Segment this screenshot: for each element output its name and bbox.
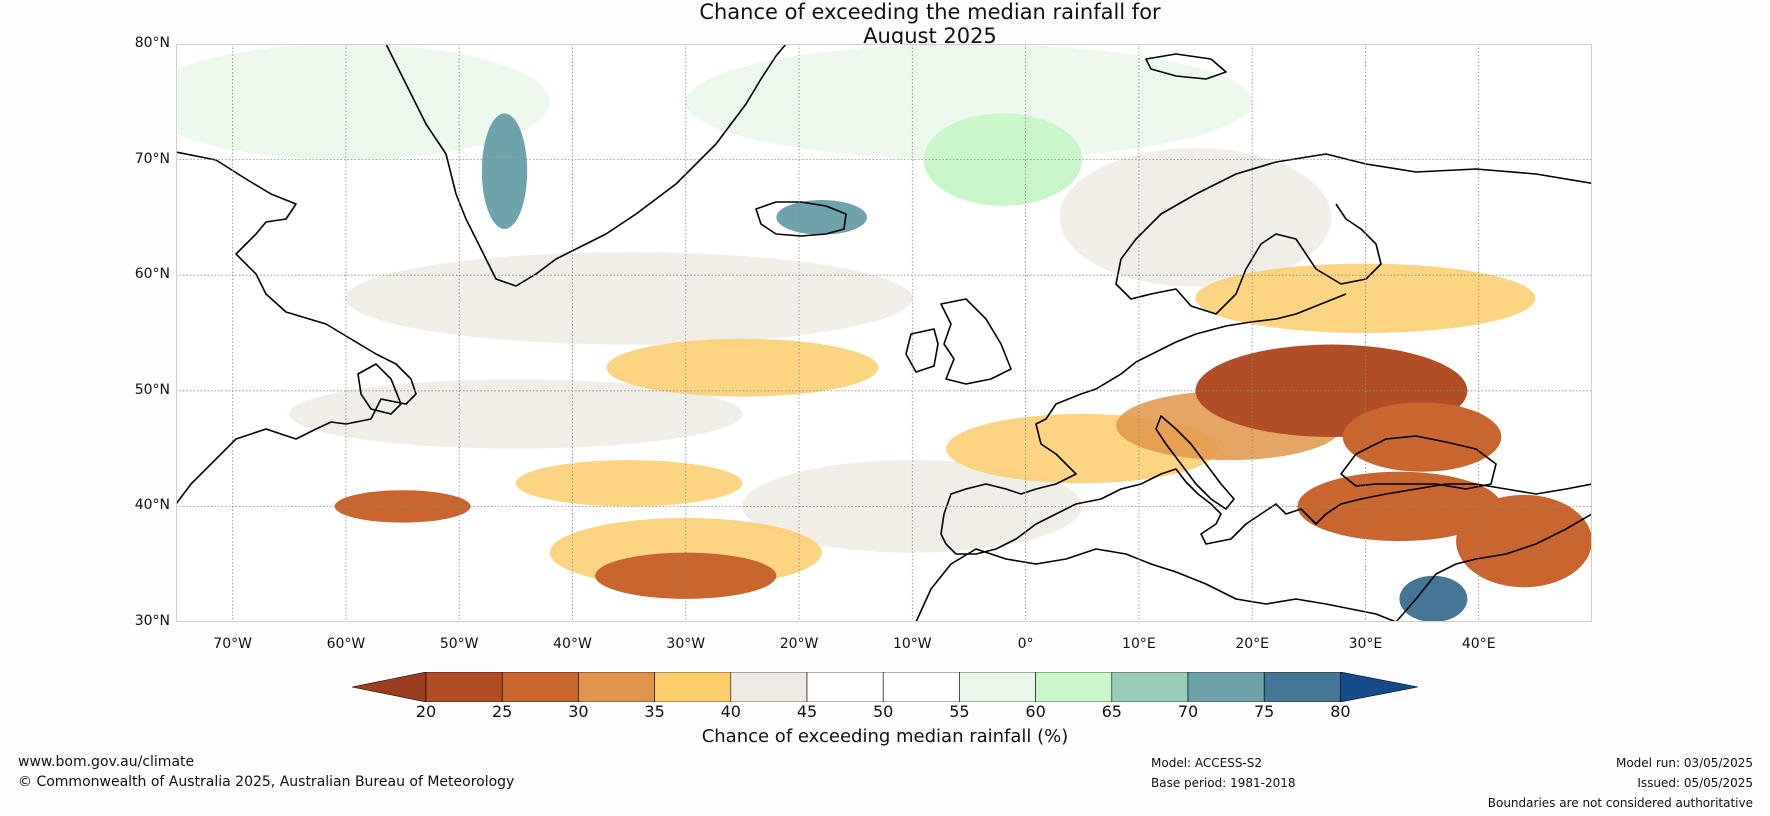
colorbar-tick-label: 35 [644, 702, 665, 721]
coastlines [176, 44, 1592, 622]
rainfall-map [176, 44, 1592, 622]
coastline-iceland [755, 201, 847, 237]
longitude-label: 20°E [1235, 636, 1269, 652]
region-anomaly [334, 490, 471, 523]
title-line-1: Chance of exceeding the median rainfall … [699, 0, 1161, 24]
colorbar-segment [654, 672, 732, 702]
colorbar-segment [1035, 672, 1113, 702]
footer-issued: Issued: 05/05/2025 [1637, 776, 1753, 790]
colorbar-arrow-high [1340, 672, 1418, 702]
longitude-label: 70°W [213, 636, 252, 652]
latitude-label: 40°N [134, 497, 170, 514]
colorbar-tick-label: 30 [568, 702, 589, 721]
longitude-label: 0° [1017, 636, 1034, 652]
region-anomaly [1297, 471, 1502, 542]
colorbar-segment [730, 672, 808, 702]
region-anomaly [1399, 575, 1468, 622]
coastline-black-sea [1340, 435, 1497, 490]
map-title: Chance of exceeding the median rainfall … [0, 0, 1770, 48]
coastline-north-america [176, 151, 417, 505]
longitude-label: 40°W [553, 636, 592, 652]
colorbar-tick-label: 45 [796, 702, 818, 721]
colorbar-tick-label: 70 [1177, 702, 1199, 721]
shading-patch [685, 44, 1253, 160]
latitude-label: 50°N [134, 381, 170, 398]
longitude-label: 50°W [439, 636, 479, 652]
coastline-svalbard [1145, 53, 1227, 80]
colorbar-tick-label: 50 [873, 702, 894, 721]
longitude-label: 40°E [1461, 636, 1496, 652]
footer-copyright: © Commonwealth of Australia 2025, Austra… [18, 774, 515, 790]
colorbar-tick-label: 25 [492, 702, 513, 721]
coastline-europe [940, 293, 1592, 555]
colorbar-segment [1263, 672, 1341, 702]
shading-patch [515, 460, 743, 507]
coastline-newfoundland [357, 363, 402, 415]
colorbar-tick-label: 80 [1330, 702, 1351, 721]
region-anomaly [1456, 494, 1592, 588]
latitude-label: 60°N [134, 266, 170, 283]
footer-base-period: Base period: 1981-2018 [1151, 776, 1296, 790]
shading-patch [176, 44, 550, 160]
probability-shading [176, 44, 1592, 622]
colorbar-segment [1111, 672, 1189, 702]
shading-patch [289, 379, 743, 449]
shading-patch [1059, 148, 1332, 287]
colorbar-segment [501, 672, 579, 702]
colorbar-segment [959, 672, 1036, 702]
colorbar-segment [806, 672, 884, 702]
footer-model: Model: ACCESS-S2 [1151, 756, 1263, 770]
coastline-greenland [385, 44, 787, 287]
colorbar-tick-label: 20 [415, 702, 437, 721]
colorbar-tick-label: 40 [720, 702, 741, 721]
coastline-ireland [905, 328, 939, 373]
footer-url[interactable]: www.bom.gov.au/climate [18, 754, 195, 770]
coastline-great-britain [940, 298, 1012, 385]
latitude-label: 30°N [134, 613, 170, 629]
latitude-label: 70°N [134, 150, 170, 167]
coastline-levant [1395, 513, 1592, 622]
graticule [176, 44, 1592, 622]
footer-disclaimer: Boundaries are not considered authoritat… [1487, 796, 1753, 810]
region-anomaly [595, 552, 777, 599]
colorbar-tick-label: 65 [1101, 702, 1122, 721]
coastline-italy [1155, 415, 1235, 510]
region-anomaly [481, 113, 528, 229]
colorbar-tick-label: 60 [1025, 702, 1046, 721]
colorbar-segment [578, 672, 655, 702]
colorbar [352, 672, 1418, 702]
shading-patch [345, 252, 913, 345]
colorbar-segment [425, 672, 503, 702]
map-svg [176, 44, 1592, 622]
longitude-label: 60°W [326, 636, 366, 652]
colorbar-arrow-low [352, 672, 427, 702]
colorbar-tick-label: 75 [1254, 702, 1275, 721]
longitude-label: 20°W [779, 636, 819, 652]
coastline-north-africa [915, 548, 1397, 622]
longitude-label: 10°W [892, 636, 932, 652]
footer-model-run: Model run: 03/05/2025 [1615, 756, 1753, 770]
latitude-label: 80°N [134, 35, 170, 51]
shading-patch [1195, 263, 1536, 333]
longitude-label: 30°W [666, 636, 706, 652]
coastline-scandinavia [1115, 153, 1592, 315]
longitude-label: 10°E [1122, 636, 1156, 652]
colorbar-segment [882, 672, 960, 702]
longitude-label: 30°E [1348, 636, 1383, 652]
shading-patch [606, 338, 879, 397]
colorbar-tick-label: 55 [949, 702, 970, 721]
colorbar-label: Chance of exceeding median rainfall (%) [701, 726, 1069, 747]
colorbar-segment [1187, 672, 1265, 702]
